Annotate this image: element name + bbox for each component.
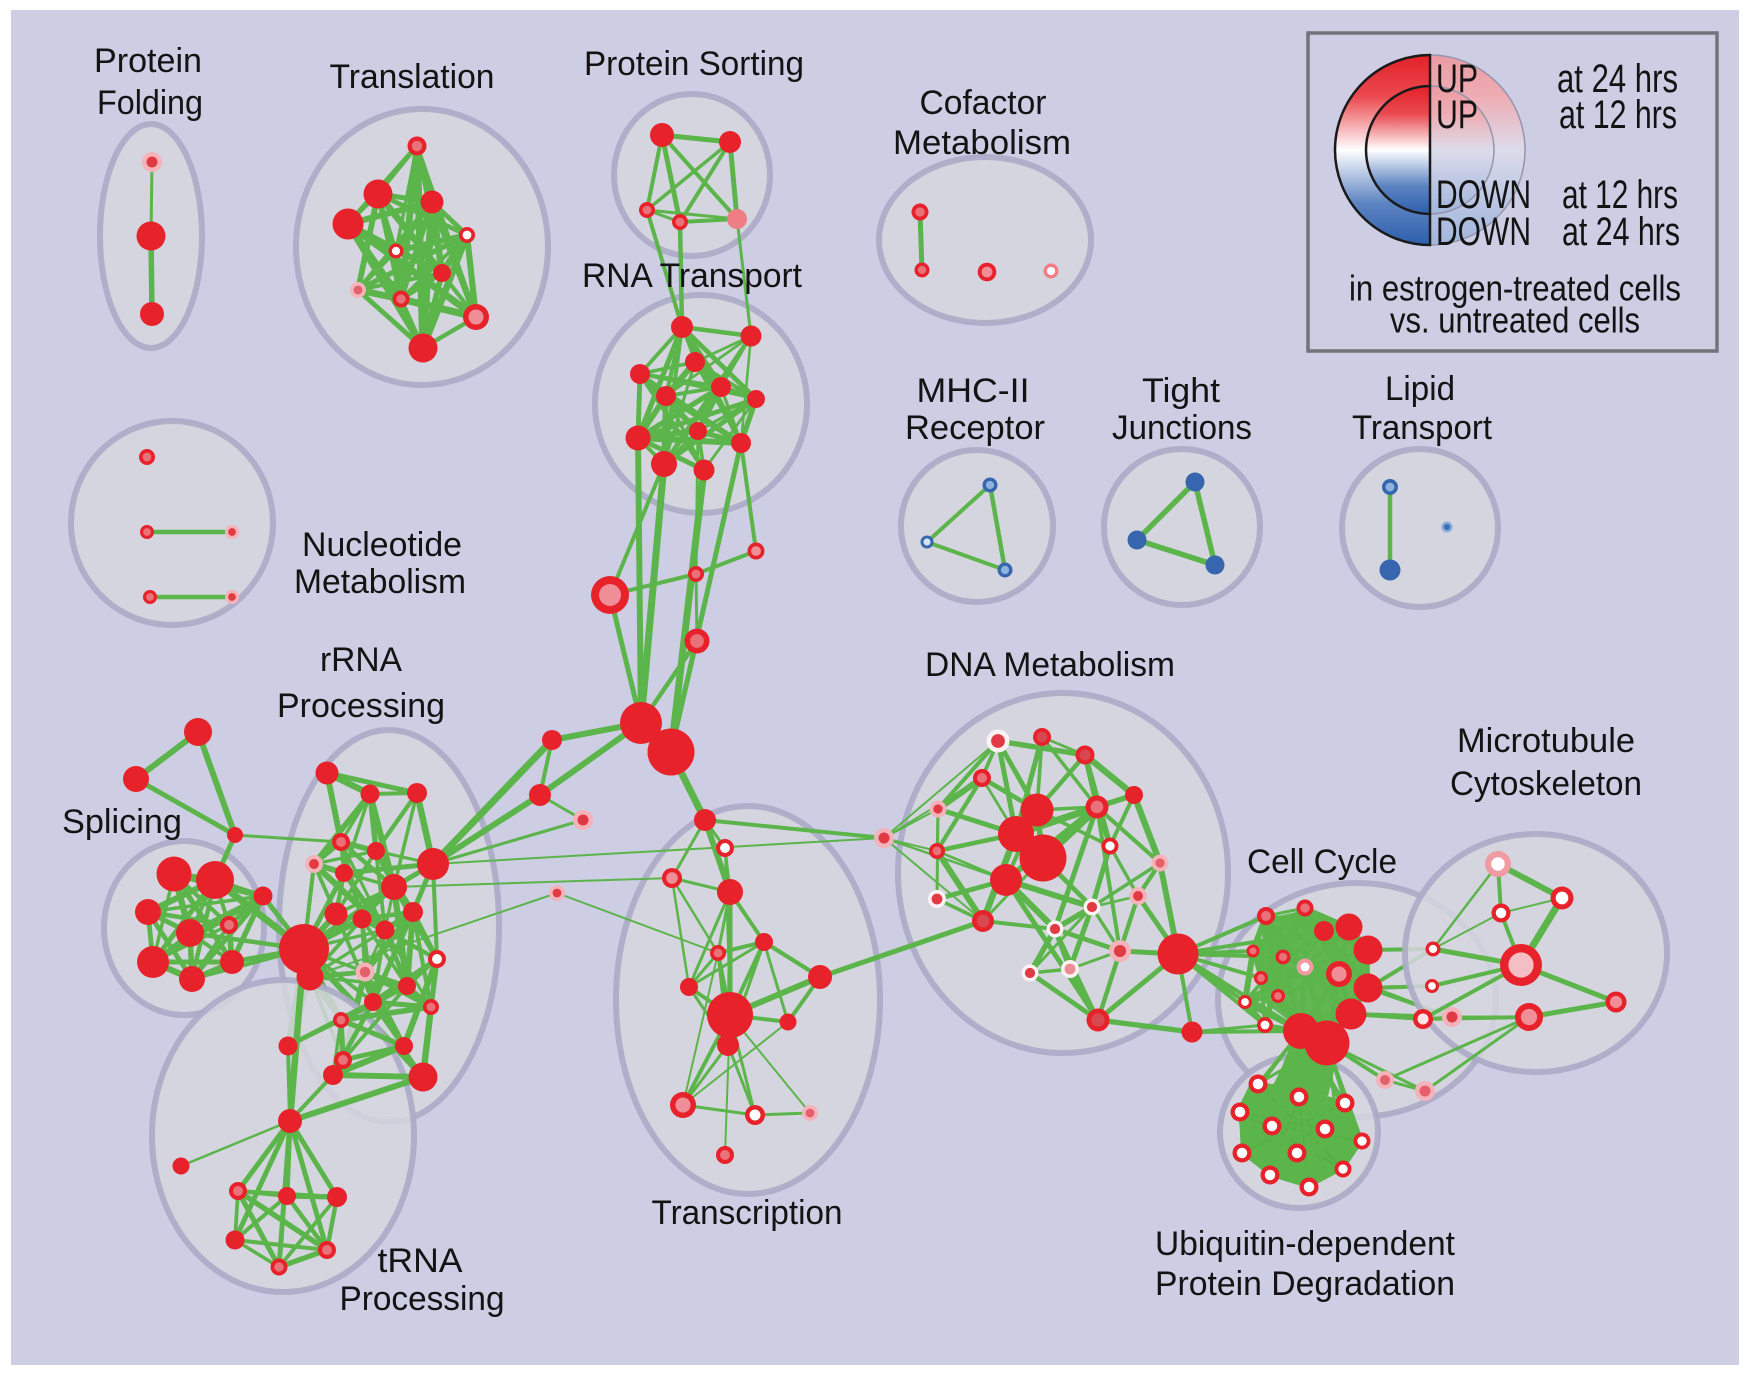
svg-text:Ubiquitin-dependent: Ubiquitin-dependent bbox=[1155, 1225, 1456, 1263]
svg-text:Cofactor: Cofactor bbox=[920, 84, 1047, 122]
svg-text:at 12 hrs: at 12 hrs bbox=[1562, 173, 1678, 217]
svg-text:Junctions: Junctions bbox=[1112, 409, 1252, 447]
svg-text:Protein Degradation: Protein Degradation bbox=[1155, 1265, 1455, 1303]
svg-text:Nucleotide: Nucleotide bbox=[302, 526, 462, 564]
svg-text:Cytoskeleton: Cytoskeleton bbox=[1450, 765, 1642, 803]
svg-text:tRNA: tRNA bbox=[378, 1242, 463, 1280]
svg-text:Microtubule: Microtubule bbox=[1457, 722, 1635, 760]
svg-text:DOWN: DOWN bbox=[1436, 210, 1531, 254]
svg-text:Processing: Processing bbox=[340, 1280, 505, 1318]
svg-text:Metabolism: Metabolism bbox=[893, 124, 1071, 162]
svg-text:Processing: Processing bbox=[277, 687, 445, 725]
svg-text:rRNA: rRNA bbox=[320, 641, 402, 679]
svg-text:Folding: Folding bbox=[97, 84, 203, 122]
svg-text:Metabolism: Metabolism bbox=[294, 563, 466, 601]
svg-text:at 24 hrs: at 24 hrs bbox=[1557, 57, 1678, 101]
svg-text:UP: UP bbox=[1436, 93, 1478, 137]
svg-text:DOWN: DOWN bbox=[1436, 173, 1531, 217]
svg-text:in estrogen-treated cells: in estrogen-treated cells bbox=[1349, 268, 1681, 309]
svg-text:at 12 hrs: at 12 hrs bbox=[1559, 93, 1677, 137]
svg-text:Cell Cycle: Cell Cycle bbox=[1247, 843, 1397, 881]
svg-text:vs. untreated cells: vs. untreated cells bbox=[1390, 300, 1640, 341]
svg-text:Transport: Transport bbox=[1352, 409, 1493, 447]
svg-text:UP: UP bbox=[1436, 57, 1478, 101]
svg-text:Protein: Protein bbox=[94, 42, 202, 80]
svg-text:Translation: Translation bbox=[330, 58, 495, 96]
svg-text:Protein Sorting: Protein Sorting bbox=[584, 45, 804, 83]
svg-text:at 24 hrs: at 24 hrs bbox=[1562, 210, 1680, 254]
svg-text:Splicing: Splicing bbox=[62, 803, 182, 841]
svg-text:MHC-II: MHC-II bbox=[917, 372, 1030, 410]
svg-text:Transcription: Transcription bbox=[652, 1194, 843, 1232]
svg-text:RNA Transport: RNA Transport bbox=[582, 257, 803, 295]
svg-text:Tight: Tight bbox=[1142, 372, 1221, 410]
svg-text:Receptor: Receptor bbox=[905, 409, 1045, 447]
svg-text:DNA Metabolism: DNA Metabolism bbox=[925, 646, 1175, 684]
svg-text:Lipid: Lipid bbox=[1385, 370, 1455, 408]
